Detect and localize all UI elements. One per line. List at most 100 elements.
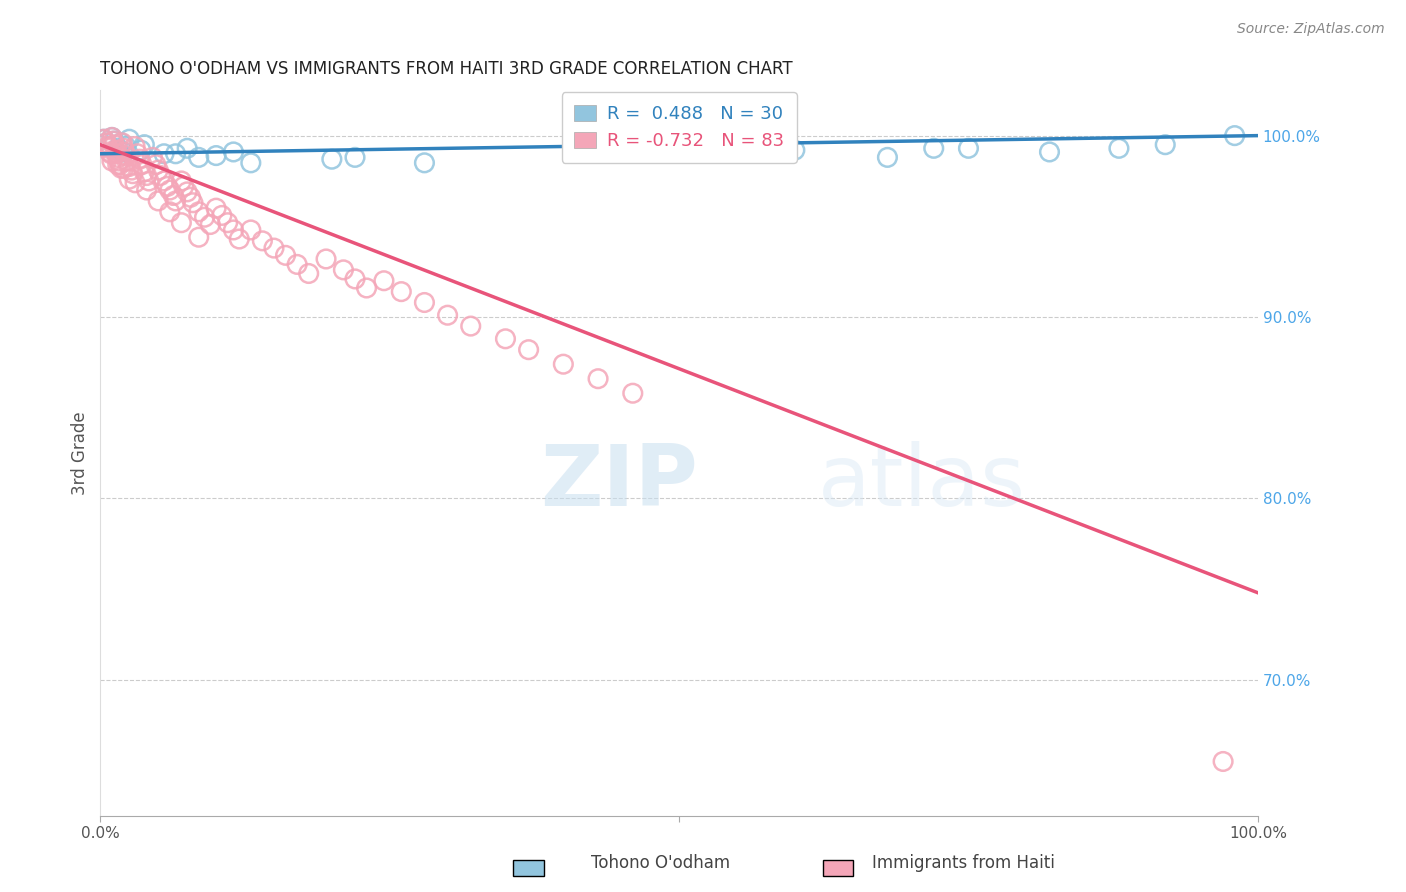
- Point: [187, 150, 209, 164]
- Point: [107, 150, 129, 164]
- Point: [176, 141, 198, 155]
- Y-axis label: 3rd Grade: 3rd Grade: [72, 411, 89, 495]
- Point: [114, 139, 136, 153]
- Point: [356, 281, 378, 295]
- Point: [108, 158, 131, 172]
- Point: [205, 148, 228, 162]
- Point: [129, 143, 152, 157]
- Point: [107, 158, 129, 172]
- Point: [94, 136, 117, 150]
- Point: [153, 146, 176, 161]
- Point: [115, 154, 138, 169]
- Point: [114, 145, 136, 159]
- Point: [783, 143, 806, 157]
- Point: [321, 152, 343, 166]
- Point: [98, 139, 121, 153]
- Point: [121, 167, 143, 181]
- Point: [101, 130, 124, 145]
- Point: [413, 156, 436, 170]
- Point: [103, 134, 125, 148]
- Point: [96, 139, 118, 153]
- Point: [298, 267, 321, 281]
- Point: [165, 194, 187, 208]
- Point: [263, 241, 285, 255]
- Point: [343, 272, 366, 286]
- Point: [181, 195, 204, 210]
- Point: [413, 295, 436, 310]
- Point: [138, 174, 160, 188]
- Point: [112, 141, 135, 155]
- Point: [222, 145, 245, 159]
- Point: [460, 319, 482, 334]
- Point: [121, 163, 143, 178]
- Point: [134, 137, 156, 152]
- Point: [100, 146, 122, 161]
- Point: [586, 372, 609, 386]
- Point: [114, 148, 136, 162]
- Point: [187, 230, 209, 244]
- Point: [159, 183, 181, 197]
- Text: TOHONO O'ODHAM VS IMMIGRANTS FROM HAITI 3RD GRADE CORRELATION CHART: TOHONO O'ODHAM VS IMMIGRANTS FROM HAITI …: [100, 60, 793, 78]
- Point: [101, 154, 124, 169]
- Point: [127, 146, 149, 161]
- Point: [135, 169, 157, 183]
- Point: [922, 141, 945, 155]
- Point: [217, 216, 239, 230]
- Text: Immigrants from Haiti: Immigrants from Haiti: [872, 855, 1054, 872]
- Point: [285, 257, 308, 271]
- Point: [274, 248, 297, 262]
- Point: [149, 169, 172, 183]
- Point: [93, 132, 115, 146]
- Point: [170, 174, 193, 188]
- Point: [205, 201, 228, 215]
- Point: [1212, 755, 1234, 769]
- Point: [118, 172, 141, 186]
- Point: [111, 136, 134, 150]
- Point: [141, 150, 163, 164]
- Point: [108, 154, 131, 169]
- Point: [173, 179, 195, 194]
- Point: [135, 183, 157, 197]
- Text: Source: ZipAtlas.com: Source: ZipAtlas.com: [1237, 22, 1385, 37]
- Point: [165, 146, 187, 161]
- Point: [101, 130, 124, 145]
- Point: [97, 141, 120, 155]
- Point: [170, 216, 193, 230]
- Text: ZIP: ZIP: [540, 441, 697, 524]
- Point: [107, 141, 129, 155]
- Point: [159, 204, 181, 219]
- Point: [389, 285, 412, 299]
- Point: [187, 204, 209, 219]
- Point: [124, 139, 146, 153]
- Point: [222, 223, 245, 237]
- Point: [112, 161, 135, 176]
- Point: [118, 132, 141, 146]
- Point: [153, 174, 176, 188]
- Legend: R =  0.488   N = 30, R = -0.732   N = 83: R = 0.488 N = 30, R = -0.732 N = 83: [561, 92, 797, 163]
- Point: [94, 136, 117, 150]
- Point: [98, 145, 121, 159]
- Point: [373, 274, 395, 288]
- Point: [239, 156, 262, 170]
- Point: [104, 143, 127, 157]
- Point: [148, 194, 170, 208]
- Point: [148, 163, 170, 178]
- Point: [156, 179, 179, 194]
- Point: [252, 234, 274, 248]
- Text: Tohono O'odham: Tohono O'odham: [591, 855, 730, 872]
- Point: [1038, 145, 1060, 159]
- Point: [315, 252, 337, 266]
- Point: [180, 190, 202, 204]
- Point: [1108, 141, 1130, 155]
- Point: [124, 176, 146, 190]
- Point: [128, 152, 150, 166]
- Point: [876, 150, 898, 164]
- Point: [1223, 128, 1246, 143]
- Point: [1154, 137, 1177, 152]
- Point: [553, 357, 575, 371]
- Point: [101, 134, 124, 148]
- Point: [176, 185, 198, 199]
- Point: [436, 308, 458, 322]
- Point: [110, 161, 132, 176]
- Point: [495, 332, 517, 346]
